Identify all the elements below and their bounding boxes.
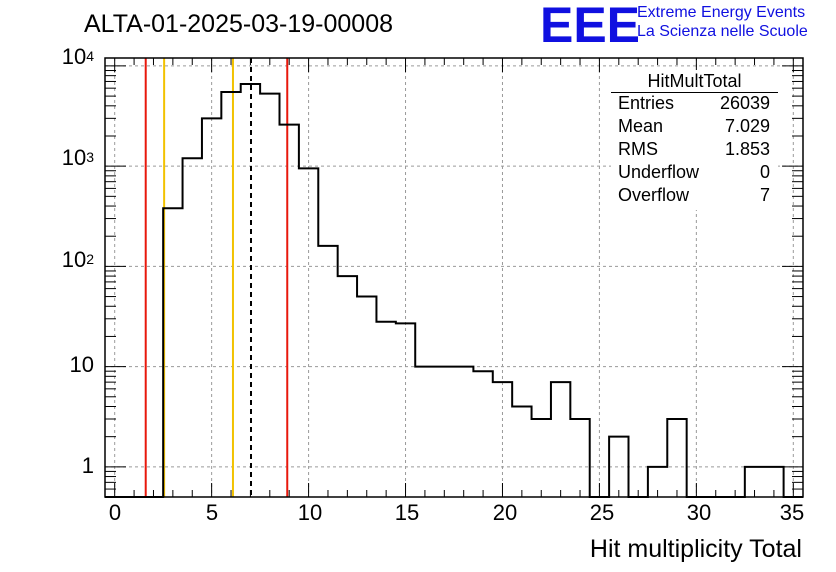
plot-frame <box>104 57 804 498</box>
stats-title: HitMultTotal <box>647 71 742 91</box>
histogram-outline <box>105 83 803 498</box>
stat-row-rms: RMS 1.853 <box>618 139 770 161</box>
stat-value: 26039 <box>719 93 770 113</box>
x-axis-title: Hit multiplicity Total <box>589 535 802 563</box>
y-tick-label-1: 1 <box>81 453 94 478</box>
stat-value: 7 <box>759 185 770 205</box>
y-tick-label-10: 10 <box>69 352 94 377</box>
y-tick-label-1e4: 104 <box>61 44 94 69</box>
stat-label: Entries <box>618 93 675 113</box>
x-tick-label-0: 0 <box>108 500 122 525</box>
eee-line2: La Scienza nelle Scuole <box>637 23 808 40</box>
y-tick-label-1e3: 103 <box>61 145 94 170</box>
stat-label: Overflow <box>618 185 690 205</box>
stat-row-mean: Mean 7.029 <box>618 116 770 138</box>
chart-title: ALTA-01-2025-03-19-00008 <box>84 10 393 38</box>
marker-lines <box>144 58 289 497</box>
eee-logo: EEE <box>542 2 638 46</box>
x-tick-label-35: 35 <box>779 500 805 525</box>
stats-divider <box>611 92 778 93</box>
stat-row-underflow: Underflow 0 <box>618 162 770 184</box>
stat-label: Mean <box>618 116 664 136</box>
x-tick-label-10: 10 <box>297 500 323 525</box>
stat-value: 0 <box>759 162 770 182</box>
stat-row-overflow: Overflow 7 <box>618 185 770 207</box>
stat-value: 7.029 <box>724 116 770 136</box>
x-tick-label-30: 30 <box>686 500 712 525</box>
x-tick-label-25: 25 <box>589 500 615 525</box>
x-tick-label-20: 20 <box>492 500 518 525</box>
y-tick-label-1e2: 102 <box>61 247 94 272</box>
stats-box: HitMultTotal Entries 26039 Mean 7.029 RM… <box>611 70 778 210</box>
x-tick-label-15: 15 <box>394 500 420 525</box>
axis-ticks <box>105 58 803 498</box>
eee-logo-text: EEE <box>542 2 638 46</box>
stat-label: RMS <box>618 139 658 159</box>
eee-line1: Extreme Energy Events <box>637 4 806 21</box>
stat-row-entries: Entries 26039 <box>618 93 770 115</box>
stat-label: Underflow <box>618 162 700 182</box>
stat-value: 1.853 <box>724 139 770 159</box>
x-tick-label-5: 5 <box>205 500 219 525</box>
